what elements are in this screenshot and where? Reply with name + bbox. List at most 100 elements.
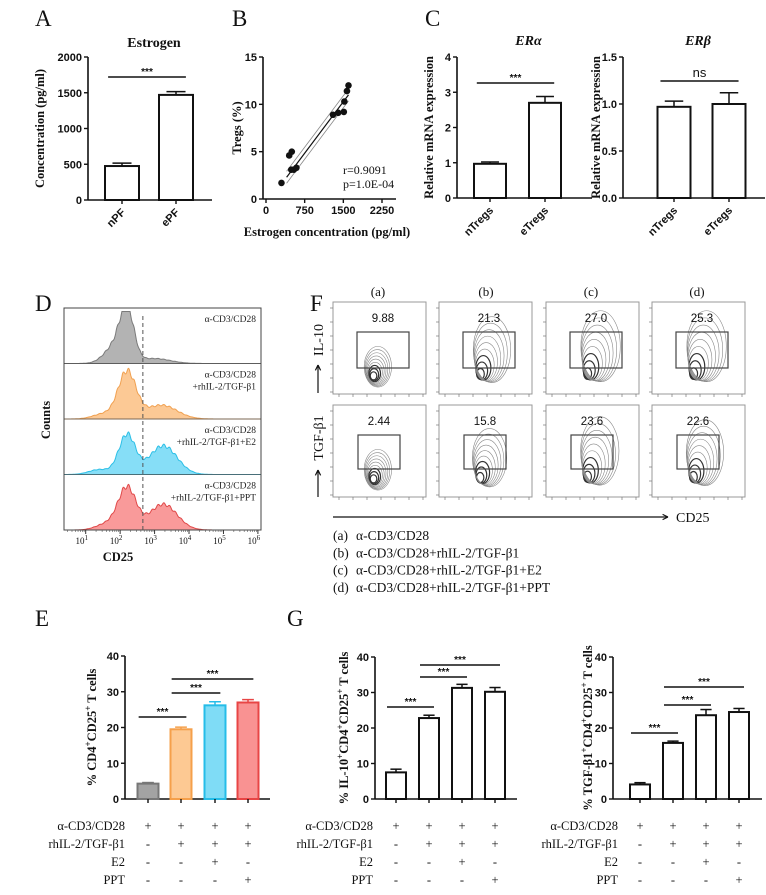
x-tick-label: 106 <box>248 534 261 546</box>
bar <box>169 728 193 800</box>
arrowhead-icon <box>314 469 322 476</box>
data-point <box>293 164 300 172</box>
contour <box>472 433 505 487</box>
tick-base: 10 <box>75 536 85 546</box>
gate-percent: 23.6 <box>581 416 603 428</box>
contour <box>473 444 499 486</box>
y-tick-label: 500 <box>64 159 82 171</box>
y-label-part: CD25 <box>581 687 595 718</box>
y-label-part: % IL-10 <box>337 759 351 805</box>
bar <box>484 690 506 800</box>
contour <box>365 455 389 489</box>
contour <box>474 460 491 485</box>
contour <box>363 346 392 388</box>
y-axis-label: Tregs (%) <box>230 101 244 154</box>
chart-title: ERα <box>514 34 542 49</box>
contour <box>368 364 382 383</box>
bar-chart-c-right: 0.0 0.5 1.0 1.5 ERβ Relative mRNA expression n… <box>589 34 765 239</box>
contour <box>474 450 496 486</box>
y-label-part: % TGF-β1 <box>581 753 595 811</box>
treatment-sign: - <box>394 873 398 887</box>
treatment-sign: + <box>735 819 742 833</box>
tick-base: 10 <box>144 536 154 546</box>
y-axis-label: % TGF-β1+CD4+CD25+ T cells <box>579 645 595 811</box>
treatment-sign: + <box>702 837 709 851</box>
tick-exponent: 1 <box>84 534 88 542</box>
data-point <box>340 108 348 116</box>
y-tick-label: 2 <box>445 123 451 135</box>
treatment-sign: + <box>669 837 676 851</box>
significance-label: *** <box>141 67 153 78</box>
y-tick-label: 0 <box>76 195 82 207</box>
significance-label: *** <box>454 655 466 666</box>
treatment-sign: - <box>493 855 497 869</box>
x-tick-label: 0 <box>263 205 269 217</box>
treatment-sign: + <box>392 819 399 833</box>
tick-base: 10 <box>213 536 223 546</box>
flow-plot: 23.6 <box>543 404 640 500</box>
y-axis-label: Relative mRNA expression <box>589 56 603 199</box>
gate-percent: 9.88 <box>372 313 394 325</box>
treatment-sign: - <box>427 855 431 869</box>
treatment-label: PPT <box>596 873 618 887</box>
treatment-sign: + <box>702 819 709 833</box>
contour <box>366 358 385 384</box>
y-label-part: T cells <box>85 668 99 705</box>
data-point <box>341 98 348 105</box>
treatment-sign: + <box>735 837 742 851</box>
y-tick-label: 0 <box>251 194 257 206</box>
y-tick-label: 30 <box>107 687 119 699</box>
treatment-label: PPT <box>351 873 373 887</box>
data-point <box>329 111 337 119</box>
column-label: (d) <box>689 284 704 299</box>
contour <box>580 310 621 382</box>
treatment-sign: + <box>458 837 465 851</box>
treatment-label: E2 <box>359 855 373 869</box>
data-point <box>334 109 342 117</box>
y-tick-label: 0 <box>445 193 451 205</box>
column-label: (c) <box>584 284 598 299</box>
arrowhead-icon <box>314 364 322 371</box>
superscript: + <box>579 747 589 752</box>
superscript: + <box>335 724 345 729</box>
bar <box>695 714 717 800</box>
y-tick-label: 4 <box>445 52 452 64</box>
tick-exponent: 3 <box>153 534 157 542</box>
treatment-label: α-CD3/CD28 <box>550 819 618 833</box>
y-axis-label: % CD4+CD25+ T cells <box>83 668 99 786</box>
y-label-part: % CD4 <box>85 746 99 787</box>
series-label: α-CD3/CD28 <box>205 315 257 325</box>
x-axis-label: CD25 <box>676 511 709 526</box>
bar <box>203 704 227 801</box>
panel-label-f: F <box>310 291 323 316</box>
treatment-sign: + <box>491 873 498 887</box>
treatment-sign: - <box>179 855 183 869</box>
data-point <box>288 148 296 155</box>
y-tick-label: 30 <box>595 688 607 700</box>
y-tick-label: 0.0 <box>602 193 617 205</box>
column-label: (a) <box>371 284 385 299</box>
tick-exponent: 4 <box>188 534 192 542</box>
panel-label-c: C <box>425 6 440 31</box>
y-tick-label: 1.5 <box>602 52 617 64</box>
tick-base: 10 <box>179 536 189 546</box>
bar <box>385 771 407 800</box>
tick-exponent: 5 <box>222 534 226 542</box>
significance-label: *** <box>649 723 661 734</box>
contour <box>365 352 389 386</box>
flow-plot: 21.3 <box>436 301 533 397</box>
bar <box>158 93 194 201</box>
y-tick-label: 15 <box>245 52 257 64</box>
gate <box>676 434 720 470</box>
superscript: + <box>335 754 345 759</box>
y-label-part: CD25 <box>337 694 351 725</box>
tick-base: 10 <box>110 536 120 546</box>
contour <box>366 461 385 487</box>
significance-label: *** <box>510 73 522 84</box>
treatment-sign: - <box>146 873 150 887</box>
series-label: +rhIL-2/TGF-β1+E2 <box>177 438 257 448</box>
contour <box>472 428 508 488</box>
x-tick-label: 105 <box>213 534 226 546</box>
contour <box>366 355 387 385</box>
